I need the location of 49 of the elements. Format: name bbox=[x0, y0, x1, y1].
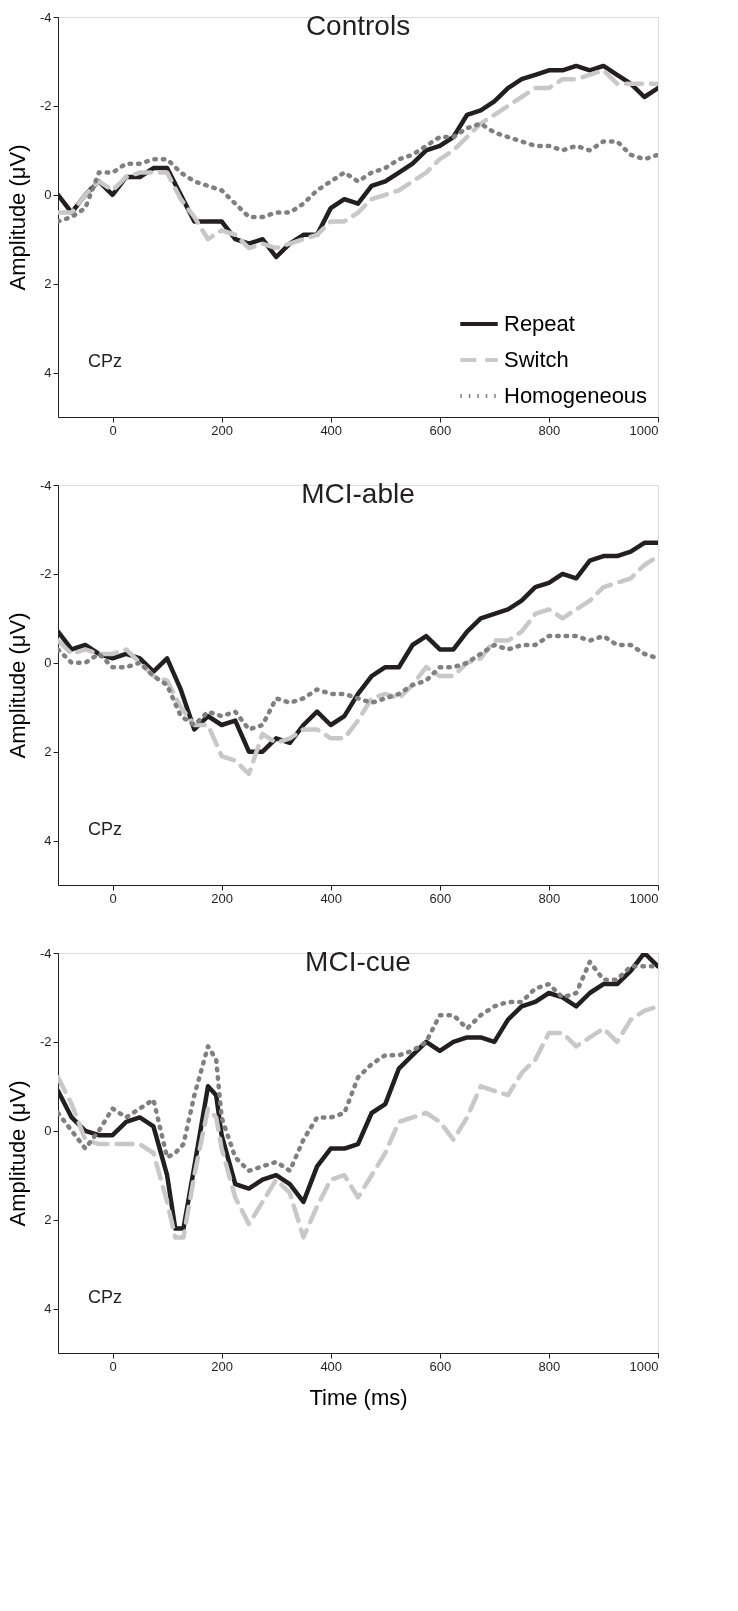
y-tick-label: 0 bbox=[44, 655, 52, 671]
x-tick-label: 600 bbox=[429, 1358, 452, 1374]
chart-title: MCI-able bbox=[301, 478, 415, 509]
y-tick-label: 2 bbox=[44, 1212, 52, 1228]
x-tick-label: 1000 bbox=[629, 890, 659, 906]
x-tick-label: 200 bbox=[211, 422, 233, 438]
y-tick-label: -2 bbox=[39, 566, 52, 582]
x-tick-label: 800 bbox=[538, 422, 561, 438]
line-series bbox=[58, 1004, 658, 1240]
y-tick-label: 2 bbox=[44, 744, 52, 760]
x-tick-label: 800 bbox=[538, 1358, 561, 1374]
x-axis-title: Time (ms) bbox=[309, 1384, 408, 1410]
legend-label: Homogeneous bbox=[504, 383, 648, 408]
y-axis-title: Amplitude (μV) bbox=[4, 144, 30, 291]
x-tick-label: 800 bbox=[538, 890, 561, 906]
x-tick-label: 400 bbox=[320, 422, 343, 438]
chart-title: MCI-cue bbox=[305, 946, 411, 977]
y-tick-label: -2 bbox=[39, 1034, 52, 1050]
y-tick-label: -4 bbox=[39, 945, 52, 961]
x-tick-label: 600 bbox=[429, 422, 452, 438]
x-tick-label: 200 bbox=[211, 890, 233, 906]
y-tick-label: 4 bbox=[44, 365, 52, 381]
x-tick-label: 400 bbox=[320, 1358, 343, 1374]
x-tick-label: 0 bbox=[109, 422, 117, 438]
y-tick-label: 0 bbox=[44, 1123, 52, 1139]
x-tick-label: 600 bbox=[429, 890, 452, 906]
y-tick-label: -4 bbox=[39, 9, 52, 25]
y-tick-label: 4 bbox=[44, 1301, 52, 1317]
line-series bbox=[58, 633, 658, 732]
y-tick-label: -2 bbox=[39, 98, 52, 114]
x-tick-label: 400 bbox=[320, 890, 343, 906]
y-axis-title: Amplitude (μV) bbox=[4, 612, 30, 759]
annotation: CPz bbox=[88, 1287, 123, 1307]
legend-label: Repeat bbox=[504, 311, 575, 336]
x-tick-label: 1000 bbox=[629, 1358, 659, 1374]
y-tick-label: 4 bbox=[44, 833, 52, 849]
annotation: CPz bbox=[88, 819, 123, 839]
y-tick-label: -4 bbox=[39, 477, 52, 493]
y-tick-label: 2 bbox=[44, 276, 52, 292]
x-tick-label: 1000 bbox=[629, 422, 659, 438]
annotation: CPz bbox=[88, 351, 123, 371]
chart-title: Controls bbox=[305, 10, 411, 41]
y-tick-label: 0 bbox=[44, 187, 52, 203]
x-tick-label: 0 bbox=[109, 890, 117, 906]
legend-label: Switch bbox=[504, 347, 569, 372]
x-tick-label: 0 bbox=[109, 1358, 117, 1374]
x-tick-label: 200 bbox=[211, 1358, 233, 1374]
y-axis-title: Amplitude (μV) bbox=[4, 1080, 30, 1227]
line-series bbox=[58, 121, 658, 224]
